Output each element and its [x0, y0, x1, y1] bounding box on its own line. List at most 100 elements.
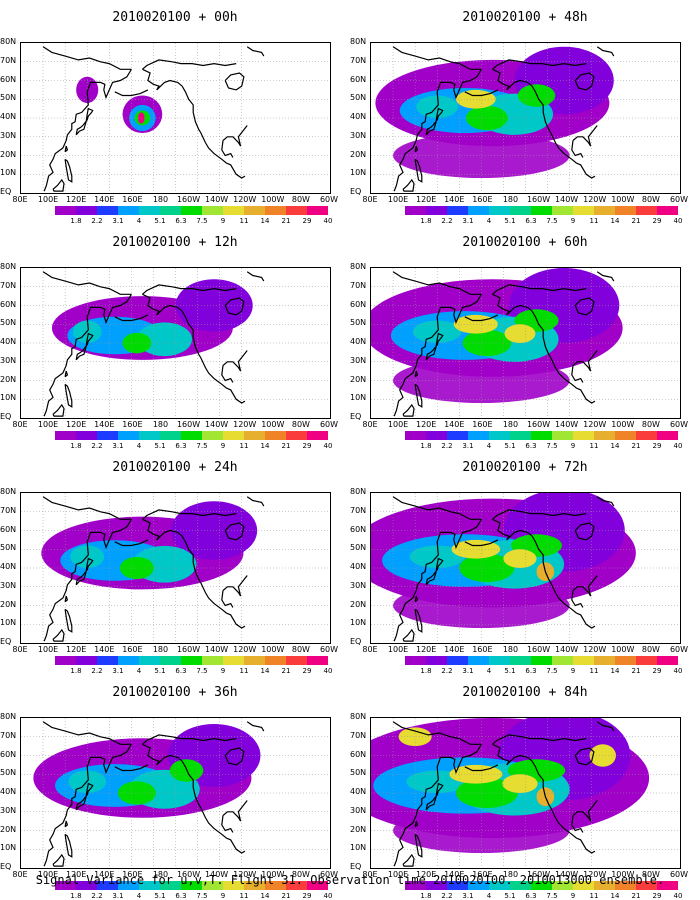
coastline: [142, 59, 237, 70]
coastline: [402, 628, 415, 642]
latitude-label: 10N: [350, 169, 367, 178]
colorbar-label: 2.2: [91, 442, 103, 450]
latitude-label: 60N: [350, 300, 367, 309]
latitude-label: 60N: [350, 750, 367, 759]
colorbar-label: 14: [610, 217, 620, 225]
colorbar-swatch: [552, 431, 573, 440]
colorbar-swatch: [657, 881, 678, 890]
variance-field: [375, 46, 614, 178]
coastline: [492, 68, 596, 179]
colorbar-swatch: [223, 206, 244, 215]
latitude-label: 50N: [350, 544, 367, 553]
colorbar-label: 40: [323, 442, 333, 450]
colorbar-label: 14: [260, 217, 270, 225]
longitude-label: 160W: [526, 645, 551, 654]
variance-blob: [459, 553, 515, 583]
colorbar-swatch: [657, 206, 678, 215]
latitude-label: 40N: [0, 788, 17, 796]
longitude-label: 100W: [261, 420, 285, 429]
colorbar-swatch: [531, 431, 552, 440]
panel-title: 2010020100 + 36h: [112, 685, 238, 700]
latitude-label: 80N: [350, 38, 367, 46]
colorbar-label: 1.8: [420, 667, 432, 675]
latitude-label: 70N: [0, 506, 17, 515]
coastline: [572, 575, 598, 597]
coastline: [64, 158, 73, 183]
latitude-label: 60N: [0, 300, 17, 309]
coastline: [596, 46, 615, 57]
coastline: [571, 815, 584, 833]
colorbar-label: 21: [631, 217, 641, 225]
longitude-label: 160W: [176, 870, 201, 879]
colorbar-swatch: [118, 431, 139, 440]
colorbar-swatch: [181, 206, 202, 215]
coastline: [492, 59, 587, 70]
coastline: [222, 575, 248, 597]
latitude-label: 50N: [350, 94, 367, 103]
variance-field: [51, 279, 253, 360]
colorbar-label: 3.1: [112, 217, 124, 225]
latitude-label: 20N: [0, 600, 17, 609]
longitude-label: 60W: [319, 870, 339, 879]
coastline: [492, 284, 587, 295]
map-frame: [20, 492, 331, 644]
coastline: [42, 46, 132, 70]
coastline: [414, 145, 419, 153]
colorbar-swatch: [139, 431, 160, 440]
panel-title: 2010020100 + 12h: [112, 235, 238, 250]
colorbar-swatch: [286, 206, 307, 215]
latitude-label: 80N: [350, 713, 367, 721]
coastline: [221, 590, 234, 608]
longitude-label: 160W: [176, 420, 201, 429]
longitude-label: 160W: [176, 645, 201, 654]
longitude-label: 140W: [555, 195, 579, 204]
colorbar-label: 29: [652, 442, 662, 450]
coastline: [142, 518, 246, 629]
colorbar-label: 3.1: [462, 892, 474, 900]
colorbar: [405, 206, 678, 215]
colorbar-label: 6.3: [175, 442, 187, 450]
longitude-label: 140E: [444, 870, 465, 879]
colorbar-swatch: [286, 881, 307, 890]
longitude-label: 80E: [362, 195, 378, 204]
colorbar-label: 3.1: [112, 667, 124, 675]
colorbar-label: 5.1: [154, 892, 166, 900]
colorbar-label: 29: [652, 892, 662, 900]
colorbar-swatch: [636, 881, 657, 890]
coastline: [43, 293, 132, 417]
colorbar-swatch: [531, 881, 552, 890]
coastline: [42, 721, 132, 745]
colorbar-swatch: [531, 206, 552, 215]
colorbar-label: 40: [673, 217, 683, 225]
coastline: [392, 46, 482, 70]
longitude-label: 60W: [669, 420, 689, 429]
longitude-label: 80E: [362, 870, 378, 879]
colorbar-label: 14: [610, 442, 620, 450]
colorbar-swatch: [636, 431, 657, 440]
coastline: [64, 370, 69, 378]
colorbar-label: 11: [589, 667, 599, 675]
colorbar-swatch: [97, 881, 118, 890]
coastline: [402, 853, 415, 867]
longitude-label: 180: [152, 645, 169, 654]
longitude-label: 160E: [472, 195, 493, 204]
colorbar-label: 2.2: [91, 667, 103, 675]
coastline: [414, 158, 423, 183]
figure-caption: Signal Variance for u,v,T. Flight 31. Ob…: [35, 873, 665, 887]
variance-blob: [449, 764, 503, 784]
variance-field: [371, 718, 650, 853]
colorbar-swatch: [447, 431, 468, 440]
colorbar-label: 6.3: [175, 892, 187, 900]
map-panel: 2010020100 + 72h 80N 70N 60N 50N 40N 30N 20N 10N…: [350, 450, 700, 675]
colorbar-swatch: [55, 431, 76, 440]
longitude-label: 180: [152, 420, 169, 429]
coastline: [464, 89, 499, 97]
longitude-label: 180: [152, 870, 169, 879]
coastline: [492, 743, 596, 854]
colorbar-label: 40: [673, 667, 683, 675]
colorbar-swatch: [265, 431, 286, 440]
latitude-label: 80N: [0, 488, 17, 496]
longitude-label: 120W: [233, 870, 257, 879]
latitude-label: 30N: [0, 356, 17, 365]
colorbar-swatch: [139, 656, 160, 665]
